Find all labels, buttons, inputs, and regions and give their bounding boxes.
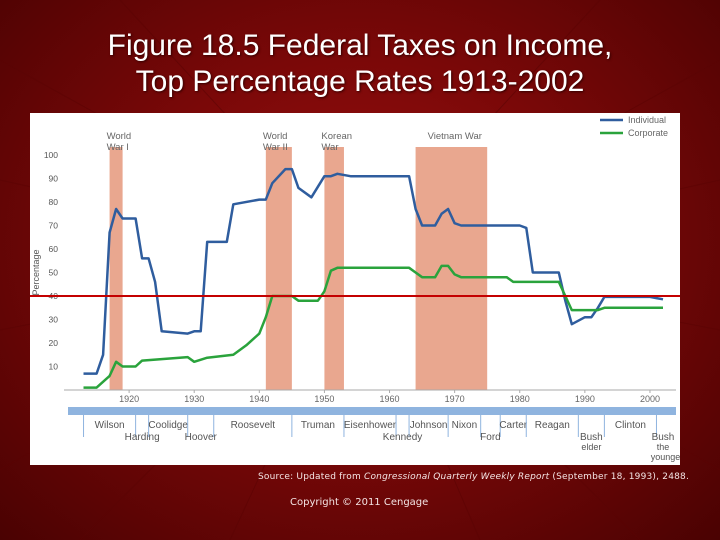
x-tick-label-1930: 1930 (184, 394, 204, 404)
president-label-1-7: Carter (499, 420, 527, 431)
x-tick-label-1950: 1950 (314, 394, 334, 404)
x-tick-label-1960: 1960 (380, 394, 400, 404)
president-label-2-4: Bush (580, 432, 603, 443)
president-label2-2-4: elder (581, 442, 601, 452)
y-tick-label-90: 90 (49, 174, 59, 184)
x-tick-label-1990: 1990 (575, 394, 595, 404)
source-suffix: (September 18, 1993), 2488. (549, 472, 690, 482)
title-line-1: Figure 18.5 Federal Taxes on Income, (107, 29, 613, 62)
x-tick-label-1980: 1980 (510, 394, 530, 404)
president-label-2-5: Bush (652, 432, 675, 443)
president-label-1-6: Nixon (452, 420, 478, 431)
war-band-0 (109, 147, 123, 390)
war-label2-2: War (321, 142, 338, 153)
x-tick-label-2000: 2000 (640, 394, 660, 404)
president-label-2-1: Hoover (185, 432, 218, 443)
y-tick-label-30: 30 (49, 315, 59, 325)
source-prefix: Source: Updated from (258, 472, 364, 482)
tax-rate-chart: World War I World War II Korean War Vietnam Wa… (30, 113, 680, 465)
president-label-2-2: Kennedy (383, 432, 422, 443)
president-label3-2-5: younger (651, 452, 680, 462)
president-timeline-bar (68, 407, 676, 415)
president-label-1-3: Truman (301, 420, 335, 431)
legend-label-individual: Individual (628, 115, 666, 125)
series-line-individual (83, 167, 664, 375)
y-tick-label-100: 100 (44, 150, 58, 160)
y-tick-label-70: 70 (49, 221, 59, 231)
president-label-2-0: Harding (125, 432, 160, 443)
x-tick-label-1970: 1970 (445, 394, 465, 404)
president-label-1-0: Wilson (95, 420, 125, 431)
war-label-2: Korean (321, 131, 352, 142)
y-axis-label: Percentage (31, 249, 41, 295)
president-label-1-1: Coolidge (148, 420, 188, 431)
x-tick-label-1920: 1920 (119, 394, 139, 404)
war-band-1 (265, 147, 292, 390)
legend-label-corporate: Corporate (628, 128, 668, 138)
y-tick-label-50: 50 (49, 268, 59, 278)
president-label-1-9: Clinton (615, 420, 646, 431)
copyright-note: Copyright © 2011 Cengage (290, 497, 429, 508)
source-note: Source: Updated from Congressional Quart… (258, 472, 689, 482)
president-label-1-4: Eisenhower (344, 420, 397, 431)
war-label-1: World (263, 131, 288, 142)
war-label2-0: War I (107, 142, 129, 153)
source-journal: Congressional Quarterly Weekly Report (363, 472, 550, 482)
y-tick-label-10: 10 (49, 362, 59, 372)
series-line-corporate (83, 264, 663, 389)
title-line-2: Top Percentage Rates 1913-2002 (135, 65, 585, 98)
president-label-1-5: Johnson (410, 420, 448, 431)
y-tick-label-80: 80 (49, 197, 59, 207)
slide-title: Figure 18.5 Federal Taxes on Income, Top… (0, 28, 720, 100)
war-label-3: Vietnam War (428, 131, 482, 142)
x-tick-label-1940: 1940 (249, 394, 269, 404)
president-label-2-3: Ford (480, 432, 501, 443)
president-label2-2-5: the (657, 442, 670, 452)
president-label-1-8: Reagan (535, 420, 570, 431)
war-label2-1: War II (263, 142, 288, 153)
president-label-1-2: Roosevelt (231, 420, 276, 431)
y-tick-label-20: 20 (49, 338, 59, 348)
war-label-0: World (107, 131, 132, 142)
y-tick-label-60: 60 (49, 244, 59, 254)
